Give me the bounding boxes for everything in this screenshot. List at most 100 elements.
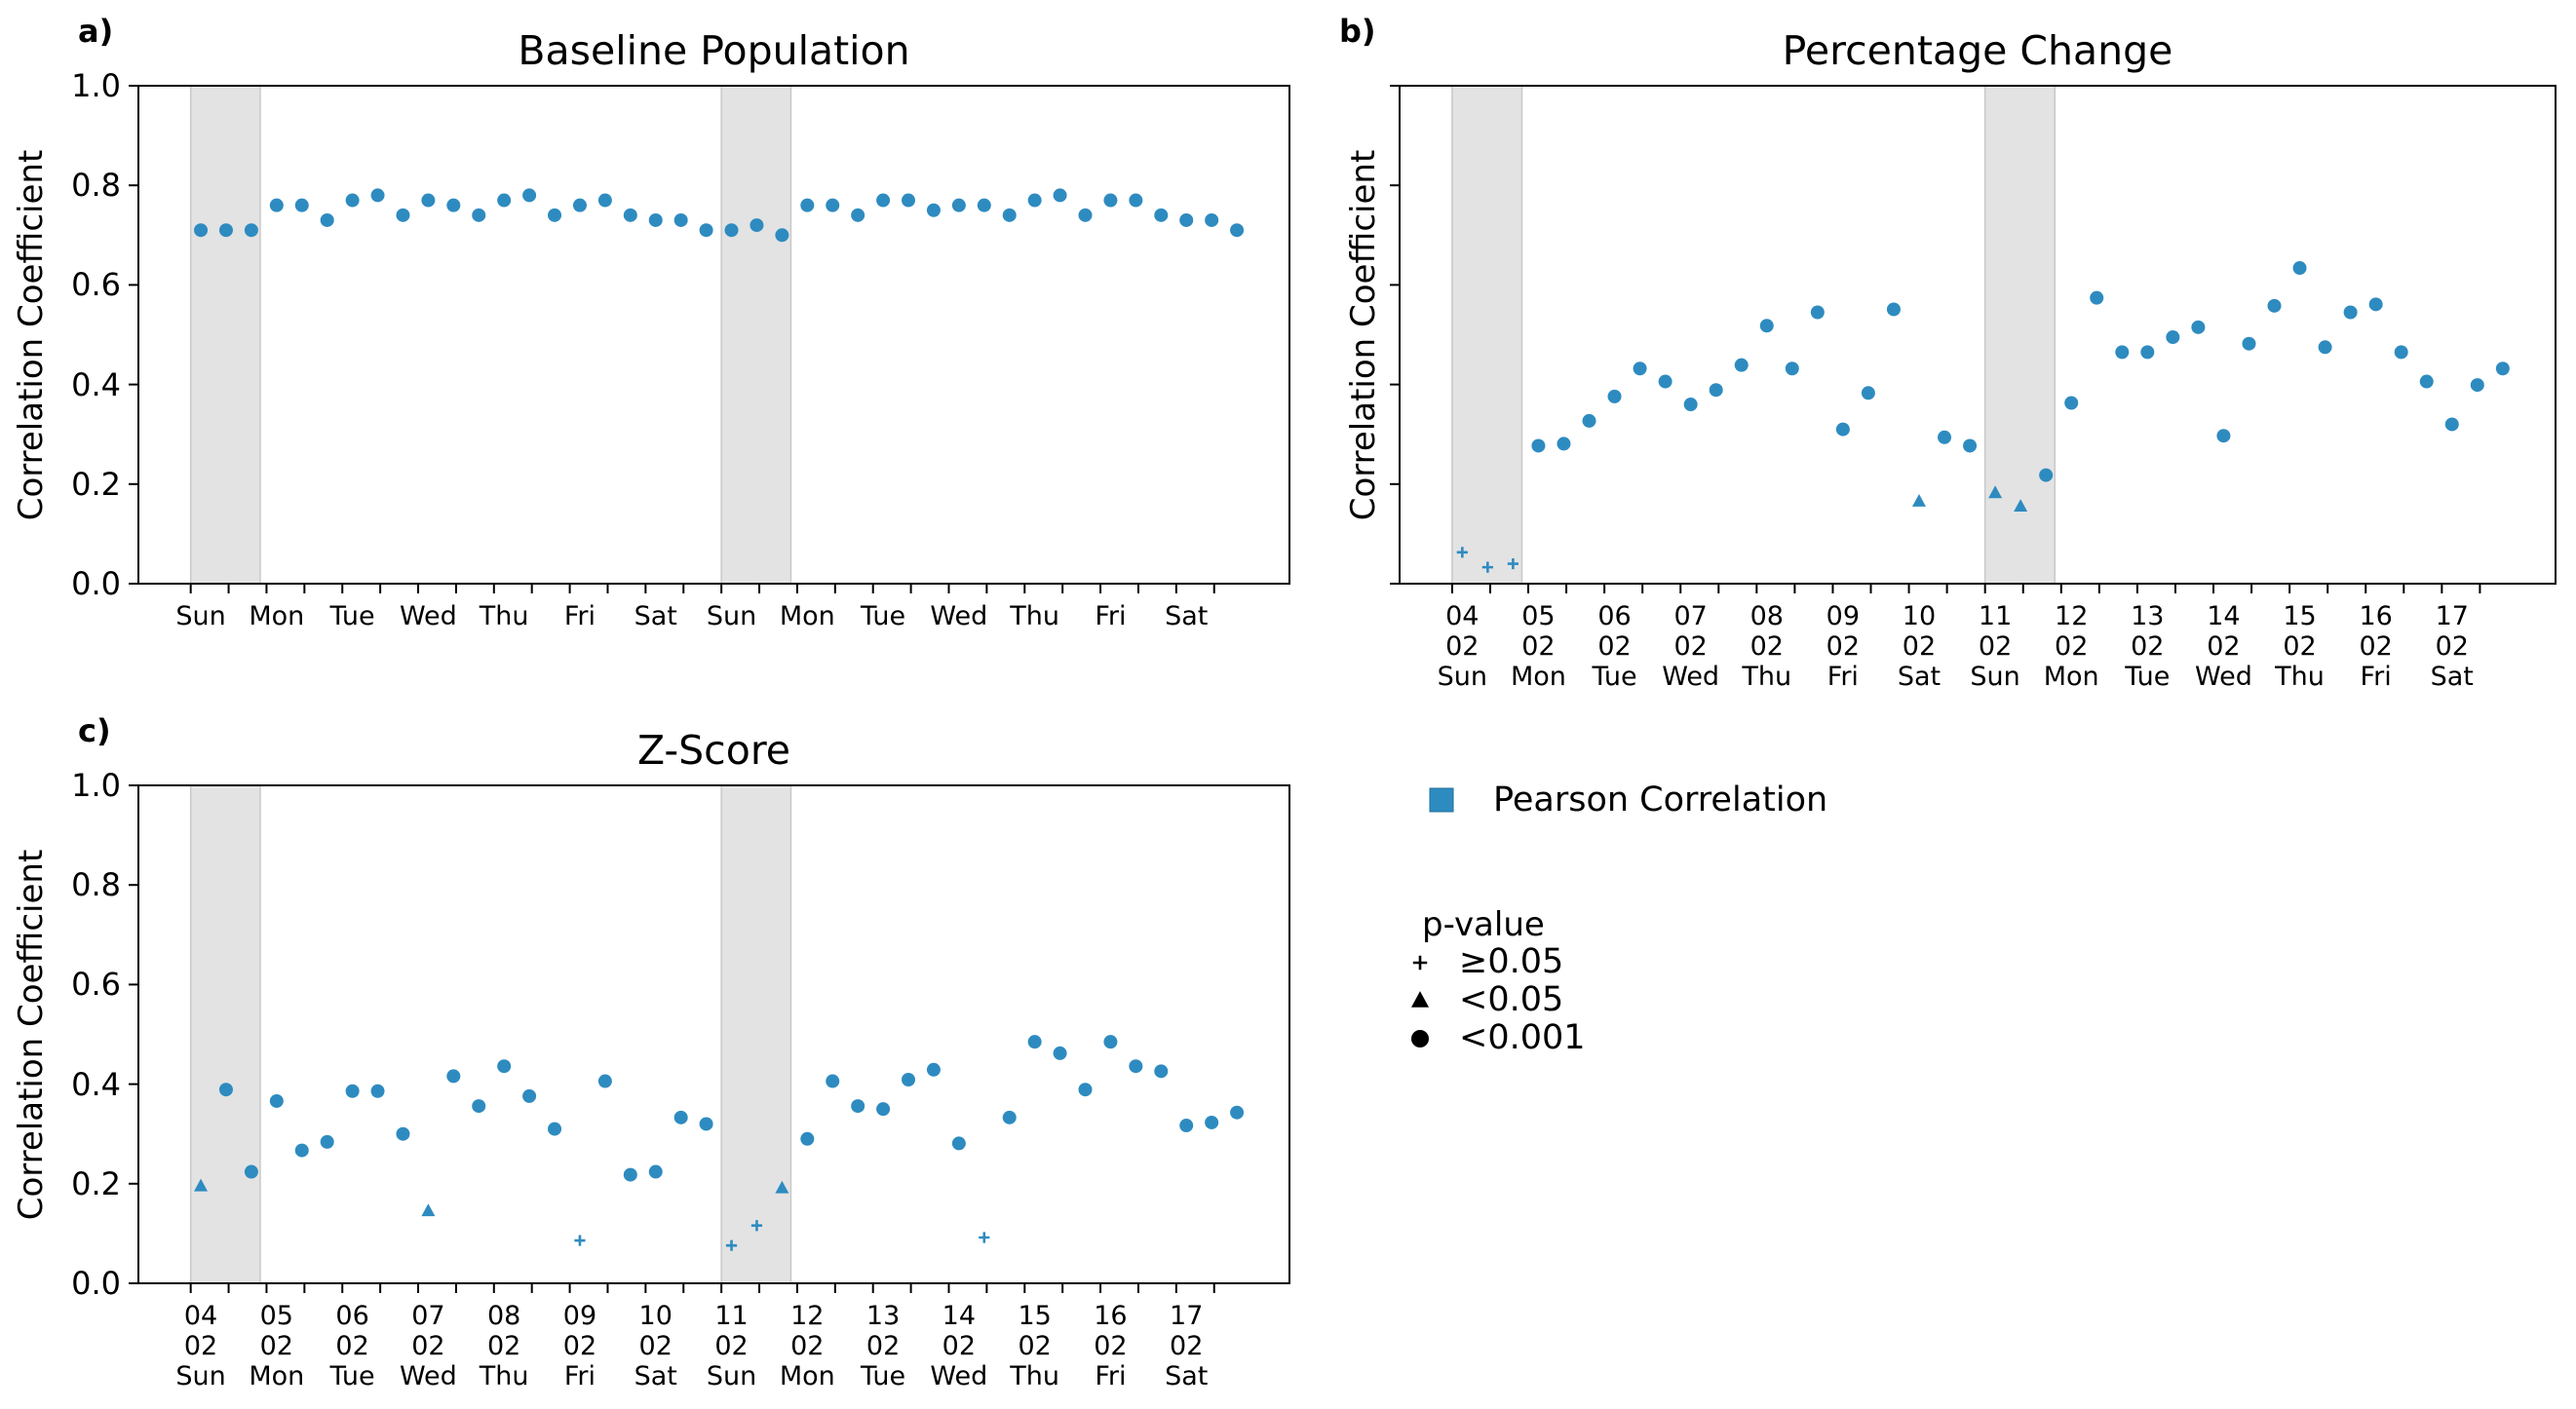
point (269, 198, 284, 212)
chart-title: Z-Score (637, 727, 790, 774)
point (1230, 1105, 1245, 1120)
point (2014, 499, 2028, 513)
point (421, 1203, 436, 1217)
x-tick-label: 10 02 Sat (634, 1301, 677, 1391)
point (497, 1059, 512, 1074)
y-tick-label: 0.8 (71, 866, 121, 904)
point (1129, 193, 1143, 208)
point (1002, 1110, 1017, 1124)
point (1911, 493, 1926, 507)
y-tick-label: 0.4 (71, 1065, 121, 1103)
x-tick-label: Mon (249, 601, 305, 631)
point (1411, 1030, 1429, 1047)
x-tick-label: 15 02 Thu (1010, 1301, 1059, 1391)
point (2267, 298, 2282, 313)
x-tick-label: Tue (861, 601, 906, 631)
point (522, 188, 537, 203)
point (2064, 396, 2079, 410)
weekend-shade (189, 784, 261, 1284)
point (548, 208, 562, 222)
x-tick-label: 16 02 Fri (1094, 1301, 1128, 1391)
point (2470, 378, 2484, 393)
x-tick-label: 07 02 Wed (1662, 601, 1720, 692)
point (269, 1093, 284, 1108)
x-tick-label: 06 02 Tue (329, 1301, 375, 1391)
point (2444, 417, 2459, 432)
point (1835, 422, 1850, 437)
y-tick-label: 0.0 (71, 1265, 121, 1302)
point (826, 198, 840, 212)
y-tick-label: 0.2 (71, 1164, 121, 1202)
point (1557, 437, 1571, 451)
point (572, 198, 587, 212)
point (979, 1232, 990, 1243)
point (926, 203, 941, 217)
point (597, 193, 612, 208)
y-axis-label: Correlation Coefficient (1344, 149, 1383, 520)
x-tick-label: 08 02 Thu (1742, 601, 1792, 692)
panel-label: a) (78, 13, 114, 50)
point (194, 223, 209, 238)
point (2140, 345, 2155, 360)
x-tick-label: 05 02 Mon (1510, 601, 1566, 692)
point (673, 1110, 688, 1124)
panel-label: c) (78, 712, 111, 749)
x-tick-label: Fri (1095, 601, 1127, 631)
x-tick-label: 13 02 Tue (2125, 601, 2171, 692)
point (574, 1235, 586, 1246)
x-tick-label: 14 02 Wed (930, 1301, 988, 1391)
y-axis-label: Correlation Coefficient (12, 149, 51, 520)
point (218, 223, 233, 238)
point (775, 1180, 789, 1194)
point (1607, 389, 1622, 403)
point (320, 1134, 334, 1149)
point (472, 1099, 486, 1114)
point (1053, 1046, 1067, 1060)
point (218, 1083, 233, 1097)
point (194, 1178, 209, 1192)
point (2394, 345, 2408, 360)
point (1861, 386, 1875, 400)
weekend-shade (189, 85, 261, 585)
x-tick-label: 06 02 Tue (1592, 601, 1637, 692)
point (1179, 212, 1194, 227)
point (1456, 547, 1468, 558)
axes-frame (137, 85, 1290, 585)
point (902, 1073, 916, 1087)
x-tick-label: 11 02 Sun (706, 1301, 757, 1391)
point (2495, 362, 2510, 376)
x-tick-label: 09 02 Fri (1826, 601, 1861, 692)
chart-title: Percentage Change (1782, 27, 2173, 74)
point (977, 198, 991, 212)
x-tick-label: 12 02 Mon (779, 1301, 835, 1391)
point (2039, 468, 2054, 482)
x-tick-label: 17 02 Sat (2430, 601, 2474, 692)
axes-frame (137, 784, 1290, 1284)
point (244, 1164, 258, 1179)
point (2292, 261, 2307, 276)
point (2216, 429, 2231, 443)
point (345, 1084, 360, 1098)
x-tick-label: Mon (779, 601, 835, 631)
legend-label: ≥0.05 (1459, 942, 1564, 981)
point (1205, 212, 1219, 227)
x-tick-label: 04 02 Sun (1437, 601, 1487, 692)
point (597, 1074, 612, 1088)
point (370, 1084, 385, 1098)
y-tick-label: 0.6 (71, 966, 121, 1004)
point (2318, 340, 2332, 355)
point (2191, 320, 2206, 334)
point (2343, 305, 2358, 320)
point (1154, 1064, 1169, 1079)
point (1734, 358, 1749, 372)
point (421, 193, 436, 208)
point (1963, 438, 1978, 453)
point (1988, 485, 2003, 499)
point (2368, 297, 2383, 312)
point (724, 223, 739, 238)
point (951, 198, 966, 212)
point (1709, 383, 1723, 398)
x-tick-label: 04 02 Sun (175, 1301, 226, 1391)
point (446, 1069, 461, 1084)
